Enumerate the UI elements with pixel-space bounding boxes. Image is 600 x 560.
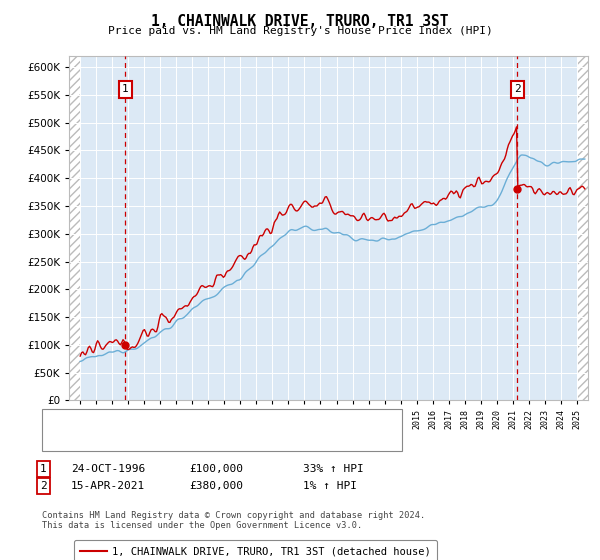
Text: 15-APR-2021: 15-APR-2021	[71, 481, 145, 491]
Text: 1: 1	[40, 464, 47, 474]
Legend: 1, CHAINWALK DRIVE, TRURO, TR1 3ST (detached house), HPI: Average price, detache: 1, CHAINWALK DRIVE, TRURO, TR1 3ST (deta…	[74, 540, 437, 560]
Text: 2: 2	[40, 481, 47, 491]
Text: Contains HM Land Registry data © Crown copyright and database right 2024.
This d: Contains HM Land Registry data © Crown c…	[42, 511, 425, 530]
Text: Price paid vs. HM Land Registry's House Price Index (HPI): Price paid vs. HM Land Registry's House …	[107, 26, 493, 36]
Bar	[69, 56, 80, 400]
Text: £380,000: £380,000	[189, 481, 243, 491]
Text: 1% ↑ HPI: 1% ↑ HPI	[303, 481, 357, 491]
Text: £100,000: £100,000	[189, 464, 243, 474]
Text: 2: 2	[514, 85, 521, 94]
Text: 33% ↑ HPI: 33% ↑ HPI	[303, 464, 364, 474]
Bar	[577, 56, 588, 400]
Text: 24-OCT-1996: 24-OCT-1996	[71, 464, 145, 474]
Text: 1, CHAINWALK DRIVE, TRURO, TR1 3ST: 1, CHAINWALK DRIVE, TRURO, TR1 3ST	[151, 14, 449, 29]
Text: 1: 1	[122, 85, 129, 94]
